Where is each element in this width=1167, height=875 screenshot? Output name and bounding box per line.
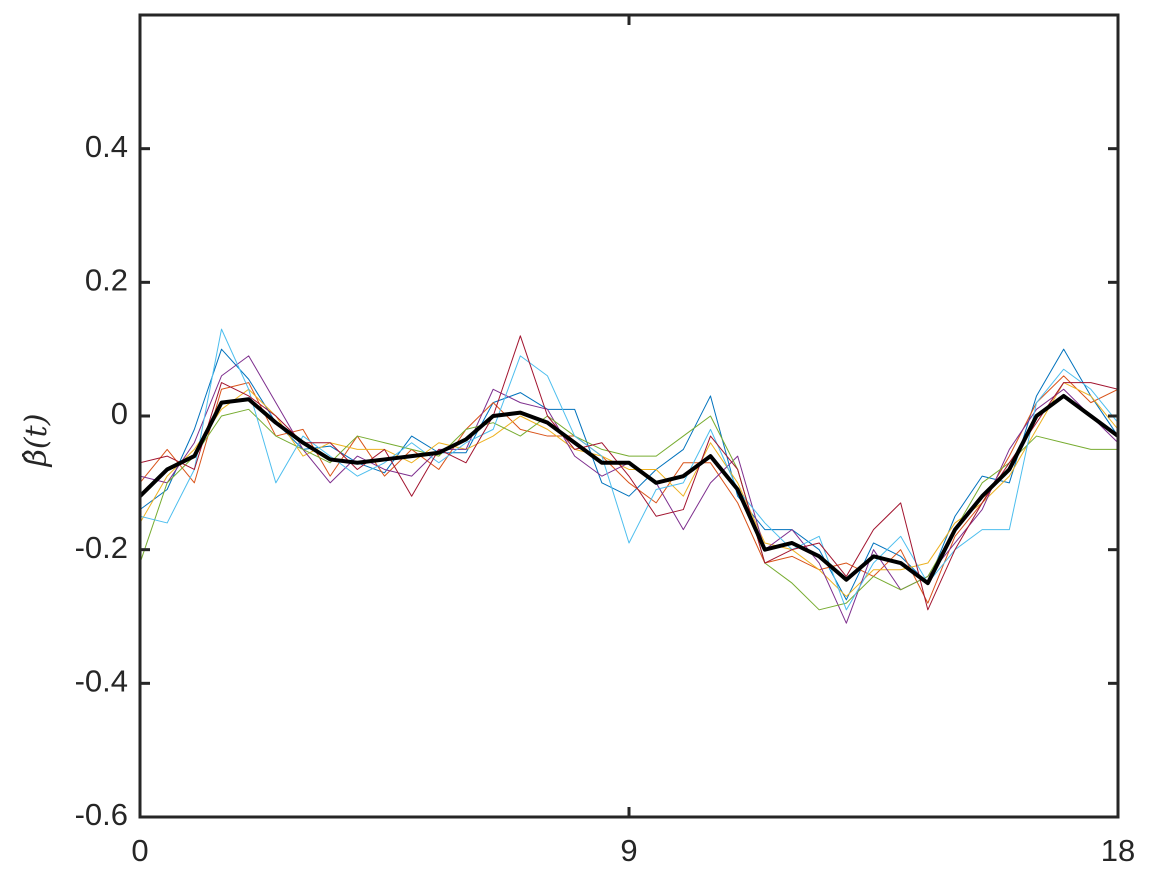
y-tick-label: 0.2 [85,263,128,298]
plot-area [140,15,1118,817]
y-tick-label: 0.4 [85,129,128,164]
series-line [140,382,1118,597]
x-tick-label: 9 [620,833,637,868]
y-tick-label: 0 [111,396,128,431]
y-axis-label: β̂(t) [19,414,54,468]
y-tick-label: -0.4 [75,664,128,699]
y-tick-label: -0.2 [75,530,128,565]
series-line [140,393,1118,586]
x-tick-label: 18 [1101,833,1135,868]
x-tick-label: 0 [131,833,148,868]
series-line [140,375,1118,604]
y-tick-label: -0.6 [75,797,128,832]
lines [140,328,1118,624]
